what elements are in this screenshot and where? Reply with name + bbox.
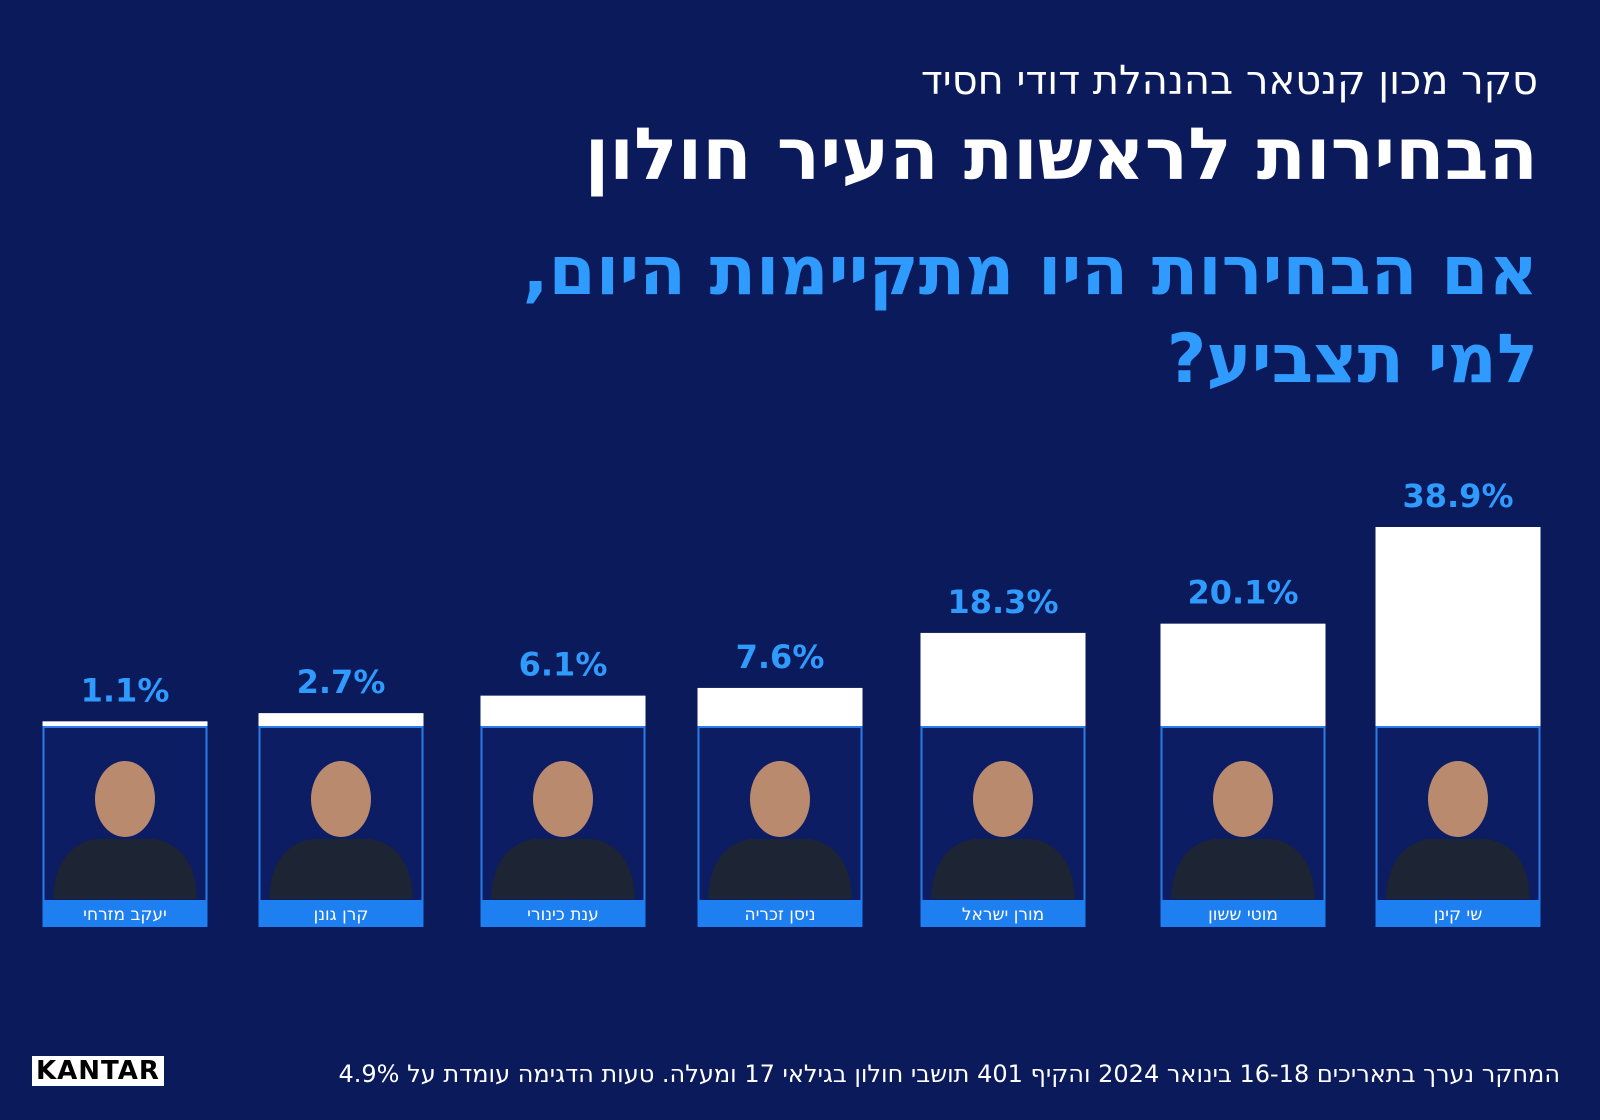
name-strip — [480, 900, 646, 927]
x-tick-label: שי קינן — [1434, 905, 1483, 925]
value-label: 7.6% — [736, 638, 825, 676]
photo-head — [1213, 761, 1273, 837]
photo-head — [533, 761, 593, 837]
photo-head — [973, 761, 1033, 837]
value-label: 20.1% — [1187, 574, 1298, 612]
name-strip — [258, 900, 424, 927]
value-label: 6.1% — [519, 646, 608, 684]
x-tick-label: מורן ישראל — [962, 905, 1044, 925]
value-label: 1.1% — [81, 671, 170, 709]
x-tick-label: ענת כינורי — [527, 905, 599, 925]
bar — [920, 632, 1086, 727]
question: אם הבחירות היו מתקיימות היום, למי תצביע? — [522, 232, 1538, 399]
name-strip — [920, 900, 1086, 927]
photo-head — [95, 761, 155, 837]
name-strip — [42, 900, 208, 927]
value-label: 18.3% — [947, 583, 1058, 621]
x-tick-label: מוטי ששון — [1208, 905, 1278, 925]
photo-head — [1428, 761, 1488, 837]
bar — [480, 695, 646, 727]
chart-title: הבחירות לראשות העיר חולון — [584, 112, 1538, 196]
footnote: המחקר נערך בתאריכים 16-18 בינואר 2024 וה… — [338, 1060, 1560, 1088]
bar — [697, 687, 863, 727]
x-tick-label: יעקב מזרחי — [83, 905, 167, 925]
bar — [42, 721, 208, 727]
photo-silhouette — [491, 839, 635, 899]
name-strip — [1375, 900, 1541, 927]
photo-head — [750, 761, 810, 837]
x-tick-label: ניסן זכריה — [744, 905, 815, 925]
photo-silhouette — [931, 839, 1075, 899]
photo-silhouette — [53, 839, 197, 899]
photo-silhouette — [1171, 839, 1315, 899]
x-tick-label: קרן גונן — [314, 905, 369, 925]
name-strip — [697, 900, 863, 927]
photo-silhouette — [269, 839, 413, 899]
photo-silhouette — [1386, 839, 1530, 899]
bar — [1160, 623, 1326, 727]
bar — [1375, 527, 1541, 727]
value-label: 2.7% — [297, 663, 386, 701]
subtitle: סקר מכון קנטאר בהנהלת דודי חסיד — [920, 58, 1538, 104]
photo-head — [311, 761, 371, 837]
logo: KANTAR — [32, 1056, 164, 1086]
bar — [258, 713, 424, 727]
name-strip — [1160, 900, 1326, 927]
value-label: 38.9% — [1402, 477, 1513, 515]
photo-silhouette — [708, 839, 852, 899]
